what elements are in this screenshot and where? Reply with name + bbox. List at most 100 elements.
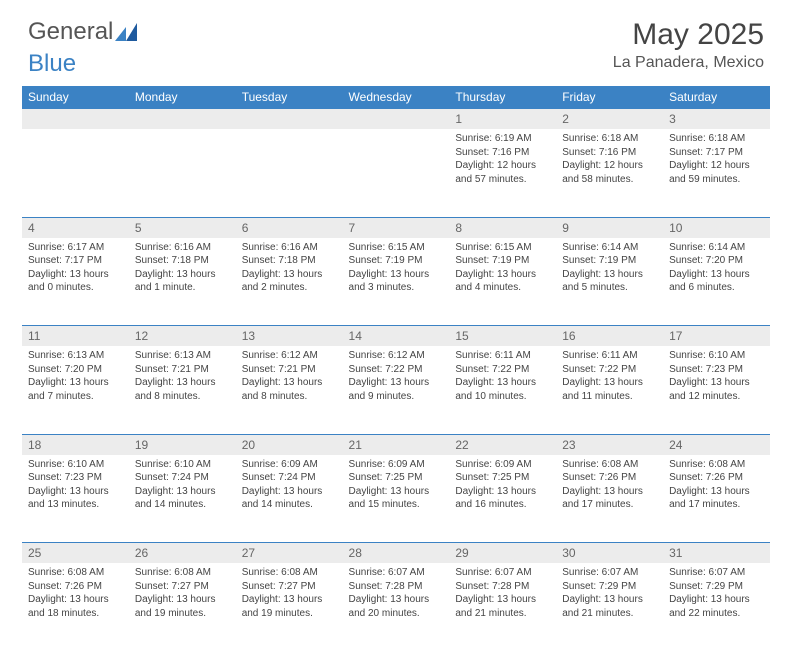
- day1-text: Daylight: 13 hours: [135, 485, 230, 499]
- day2-text: and 19 minutes.: [135, 607, 230, 621]
- day-cell: Sunrise: 6:07 AMSunset: 7:28 PMDaylight:…: [343, 563, 450, 651]
- sunset-text: Sunset: 7:22 PM: [562, 363, 657, 377]
- day1-text: Daylight: 13 hours: [669, 268, 764, 282]
- day2-text: and 22 minutes.: [669, 607, 764, 621]
- day1-text: Daylight: 13 hours: [669, 593, 764, 607]
- day2-text: and 4 minutes.: [455, 281, 550, 295]
- day-number: 3: [663, 109, 770, 130]
- day-cell: Sunrise: 6:09 AMSunset: 7:24 PMDaylight:…: [236, 455, 343, 543]
- sunset-text: Sunset: 7:28 PM: [349, 580, 444, 594]
- sunrise-text: Sunrise: 6:10 AM: [669, 349, 764, 363]
- day-cell: Sunrise: 6:19 AMSunset: 7:16 PMDaylight:…: [449, 129, 556, 217]
- day-cell: Sunrise: 6:18 AMSunset: 7:17 PMDaylight:…: [663, 129, 770, 217]
- day-number-row: 45678910: [22, 217, 770, 238]
- day1-text: Daylight: 13 hours: [669, 376, 764, 390]
- day1-text: Daylight: 13 hours: [455, 376, 550, 390]
- day-cell: Sunrise: 6:12 AMSunset: 7:22 PMDaylight:…: [343, 346, 450, 434]
- day-number: 21: [343, 434, 450, 455]
- day1-text: Daylight: 13 hours: [562, 268, 657, 282]
- day-cell: Sunrise: 6:18 AMSunset: 7:16 PMDaylight:…: [556, 129, 663, 217]
- weekday-header: Friday: [556, 86, 663, 109]
- day-cell: Sunrise: 6:10 AMSunset: 7:24 PMDaylight:…: [129, 455, 236, 543]
- day2-text: and 1 minute.: [135, 281, 230, 295]
- day1-text: Daylight: 13 hours: [135, 268, 230, 282]
- sunset-text: Sunset: 7:27 PM: [242, 580, 337, 594]
- day2-text: and 5 minutes.: [562, 281, 657, 295]
- day-number: 19: [129, 434, 236, 455]
- day2-text: and 20 minutes.: [349, 607, 444, 621]
- day2-text: and 13 minutes.: [28, 498, 123, 512]
- day-cell: Sunrise: 6:15 AMSunset: 7:19 PMDaylight:…: [449, 238, 556, 326]
- day-cell: Sunrise: 6:09 AMSunset: 7:25 PMDaylight:…: [449, 455, 556, 543]
- day2-text: and 8 minutes.: [242, 390, 337, 404]
- calendar-table: Sunday Monday Tuesday Wednesday Thursday…: [22, 86, 770, 651]
- day-number: 5: [129, 217, 236, 238]
- day-cell: Sunrise: 6:08 AMSunset: 7:26 PMDaylight:…: [663, 455, 770, 543]
- title-block: May 2025 La Panadera, Mexico: [613, 18, 764, 72]
- day-number: 17: [663, 326, 770, 347]
- sunrise-text: Sunrise: 6:08 AM: [242, 566, 337, 580]
- sunset-text: Sunset: 7:21 PM: [242, 363, 337, 377]
- weekday-header: Tuesday: [236, 86, 343, 109]
- day2-text: and 10 minutes.: [455, 390, 550, 404]
- sunrise-text: Sunrise: 6:09 AM: [242, 458, 337, 472]
- day-number: 30: [556, 543, 663, 564]
- day1-text: Daylight: 13 hours: [242, 376, 337, 390]
- day1-text: Daylight: 12 hours: [562, 159, 657, 173]
- day-number: [236, 109, 343, 130]
- day-content-row: Sunrise: 6:13 AMSunset: 7:20 PMDaylight:…: [22, 346, 770, 434]
- day-number: 12: [129, 326, 236, 347]
- sunrise-text: Sunrise: 6:15 AM: [455, 241, 550, 255]
- day-number: 16: [556, 326, 663, 347]
- sunset-text: Sunset: 7:16 PM: [455, 146, 550, 160]
- sunset-text: Sunset: 7:20 PM: [669, 254, 764, 268]
- day-number-row: 123: [22, 109, 770, 130]
- weekday-header-row: Sunday Monday Tuesday Wednesday Thursday…: [22, 86, 770, 109]
- location-label: La Panadera, Mexico: [613, 54, 764, 72]
- day-cell: Sunrise: 6:12 AMSunset: 7:21 PMDaylight:…: [236, 346, 343, 434]
- sunset-text: Sunset: 7:16 PM: [562, 146, 657, 160]
- day1-text: Daylight: 13 hours: [242, 593, 337, 607]
- day1-text: Daylight: 13 hours: [349, 593, 444, 607]
- day-number-row: 25262728293031: [22, 543, 770, 564]
- day1-text: Daylight: 13 hours: [242, 268, 337, 282]
- day-content-row: Sunrise: 6:19 AMSunset: 7:16 PMDaylight:…: [22, 129, 770, 217]
- day-number: 29: [449, 543, 556, 564]
- day1-text: Daylight: 13 hours: [349, 485, 444, 499]
- day-cell: Sunrise: 6:07 AMSunset: 7:29 PMDaylight:…: [556, 563, 663, 651]
- weekday-header: Monday: [129, 86, 236, 109]
- sunrise-text: Sunrise: 6:18 AM: [562, 132, 657, 146]
- sunrise-text: Sunrise: 6:07 AM: [562, 566, 657, 580]
- day-number: 15: [449, 326, 556, 347]
- day-cell: Sunrise: 6:16 AMSunset: 7:18 PMDaylight:…: [236, 238, 343, 326]
- day1-text: Daylight: 13 hours: [28, 376, 123, 390]
- day1-text: Daylight: 13 hours: [562, 485, 657, 499]
- day-cell: [236, 129, 343, 217]
- sunset-text: Sunset: 7:22 PM: [455, 363, 550, 377]
- sunrise-text: Sunrise: 6:08 AM: [28, 566, 123, 580]
- day-number: 27: [236, 543, 343, 564]
- sunrise-text: Sunrise: 6:07 AM: [455, 566, 550, 580]
- sunrise-text: Sunrise: 6:12 AM: [349, 349, 444, 363]
- sunrise-text: Sunrise: 6:08 AM: [135, 566, 230, 580]
- day-number: 14: [343, 326, 450, 347]
- day1-text: Daylight: 13 hours: [28, 268, 123, 282]
- day-cell: [129, 129, 236, 217]
- day-number: 10: [663, 217, 770, 238]
- day-number: 8: [449, 217, 556, 238]
- day1-text: Daylight: 13 hours: [135, 593, 230, 607]
- day1-text: Daylight: 13 hours: [455, 268, 550, 282]
- day-cell: Sunrise: 6:10 AMSunset: 7:23 PMDaylight:…: [22, 455, 129, 543]
- day1-text: Daylight: 13 hours: [349, 268, 444, 282]
- sunset-text: Sunset: 7:27 PM: [135, 580, 230, 594]
- day-cell: Sunrise: 6:08 AMSunset: 7:27 PMDaylight:…: [236, 563, 343, 651]
- sunset-text: Sunset: 7:22 PM: [349, 363, 444, 377]
- day2-text: and 17 minutes.: [562, 498, 657, 512]
- sunset-text: Sunset: 7:23 PM: [28, 471, 123, 485]
- day2-text: and 8 minutes.: [135, 390, 230, 404]
- day1-text: Daylight: 12 hours: [455, 159, 550, 173]
- day2-text: and 14 minutes.: [135, 498, 230, 512]
- day2-text: and 58 minutes.: [562, 173, 657, 187]
- brand-logo: General: [28, 18, 137, 46]
- day-cell: Sunrise: 6:11 AMSunset: 7:22 PMDaylight:…: [556, 346, 663, 434]
